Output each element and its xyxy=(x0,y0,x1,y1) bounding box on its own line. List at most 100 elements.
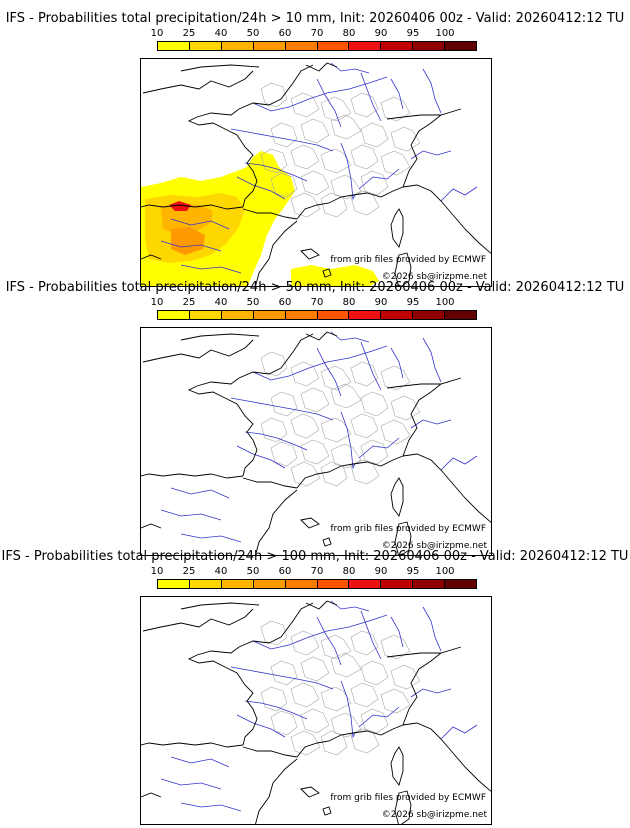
admin-border xyxy=(320,686,352,712)
colorbar-labels: 10 25 40 50 60 70 80 90 95 100 xyxy=(151,566,477,578)
colorbar-tick-label: 60 xyxy=(278,566,292,577)
copyright-credit: ©2026 sb@irizpme.net xyxy=(381,272,487,282)
colorbar-tick-label: 10 xyxy=(150,297,164,308)
coastline xyxy=(300,517,320,529)
river-line xyxy=(180,264,242,274)
admin-border xyxy=(300,708,330,734)
colorbar-labels: 10 25 40 50 60 70 80 90 95 100 xyxy=(151,297,477,309)
copyright-credit: ©2026 sb@irizpme.net xyxy=(381,541,487,551)
river-line xyxy=(236,176,286,200)
colorbar-swatch xyxy=(317,42,350,50)
colorbar-swatch xyxy=(285,42,318,50)
river-line xyxy=(160,509,222,521)
admin-border xyxy=(290,92,320,118)
admin-border xyxy=(360,122,389,148)
coastline xyxy=(322,268,332,278)
colorbar-swatch xyxy=(317,311,350,319)
colorbar-swatch xyxy=(253,311,286,319)
colorbar-swatch xyxy=(349,42,382,50)
colorbar-swatch xyxy=(221,42,254,50)
colorbar-tick-label: 95 xyxy=(406,297,420,308)
admin-border xyxy=(360,660,389,686)
admin-border xyxy=(260,351,288,377)
colorbar-tick-label: 40 xyxy=(214,28,228,39)
colorbar-tick-label: 25 xyxy=(182,566,196,577)
colorbar-swatch xyxy=(445,42,477,50)
admin-border xyxy=(300,656,330,682)
colorbar-swatch xyxy=(445,580,477,588)
colorbar-tick-label: 60 xyxy=(278,297,292,308)
colorbar-tick-label: 40 xyxy=(214,566,228,577)
river-line xyxy=(330,331,370,343)
forecast-panel-3: IFS - Probabilities total precipitation/… xyxy=(0,548,630,825)
forecast-panel-2: IFS - Probabilities total precipitation/… xyxy=(0,279,630,556)
admin-border xyxy=(260,417,288,443)
colorbar-swatch xyxy=(189,580,222,588)
admin-border xyxy=(290,730,321,756)
colorbar-tick-label: 40 xyxy=(214,297,228,308)
river-line xyxy=(390,78,404,110)
river-line xyxy=(340,680,356,739)
river-line xyxy=(170,218,230,230)
river-line xyxy=(390,347,404,379)
river-line xyxy=(230,128,334,152)
copyright-credit: ©2026 sb@irizpme.net xyxy=(381,810,487,820)
coastline xyxy=(187,64,314,208)
colorbar-tick-label: 25 xyxy=(182,28,196,39)
coastline xyxy=(322,537,332,547)
river-line xyxy=(180,802,242,812)
colorbar-tick-label: 95 xyxy=(406,566,420,577)
coastline xyxy=(390,208,404,248)
coastline xyxy=(296,186,404,220)
colorbar xyxy=(157,41,477,51)
colorbar-swatch xyxy=(413,580,446,588)
colorbar-tick-label: 25 xyxy=(182,297,196,308)
admin-border xyxy=(330,114,362,140)
river-line xyxy=(316,616,342,666)
coastline xyxy=(300,786,320,798)
coastline xyxy=(402,114,442,188)
river-line xyxy=(440,455,478,471)
admin-border xyxy=(260,620,288,646)
coastline xyxy=(305,62,338,72)
colorbar-swatch xyxy=(317,580,350,588)
colorbar xyxy=(157,579,477,589)
river-line xyxy=(440,186,478,202)
colorbar-swatch xyxy=(285,580,318,588)
panel-title: IFS - Probabilities total precipitation/… xyxy=(1,549,629,564)
admin-border xyxy=(330,174,362,200)
admin-border xyxy=(300,170,330,196)
colorbar-tick-label: 95 xyxy=(406,28,420,39)
admin-border xyxy=(330,443,362,469)
admin-border xyxy=(390,664,421,690)
admin-border xyxy=(290,413,320,439)
coastline xyxy=(394,252,412,286)
precipitation-probability-area xyxy=(161,203,213,235)
coastline xyxy=(255,489,298,555)
admin-border xyxy=(350,459,380,485)
river-line xyxy=(244,162,308,182)
river-line xyxy=(340,142,356,201)
source-credit: from grib files provided by ECMWF xyxy=(330,524,486,534)
colorbar-swatch xyxy=(221,311,254,319)
admin-border xyxy=(390,395,421,421)
coastline xyxy=(394,790,412,824)
admin-border xyxy=(270,391,298,417)
admin-border xyxy=(380,150,411,176)
colorbar-tick-label: 100 xyxy=(435,566,455,577)
coastline xyxy=(180,64,260,72)
colorbar-swatch xyxy=(381,42,414,50)
coastline xyxy=(255,758,298,824)
admin-border xyxy=(380,634,411,660)
admin-border xyxy=(320,461,348,487)
river-line xyxy=(170,487,230,499)
coastline xyxy=(141,254,162,260)
admin-border xyxy=(300,387,330,413)
river-line xyxy=(170,756,230,768)
admin-border xyxy=(300,439,330,465)
admin-border xyxy=(330,712,362,738)
coastline xyxy=(305,331,338,341)
coastline xyxy=(390,746,404,786)
coastline xyxy=(394,521,412,555)
colorbar-swatch xyxy=(253,42,286,50)
